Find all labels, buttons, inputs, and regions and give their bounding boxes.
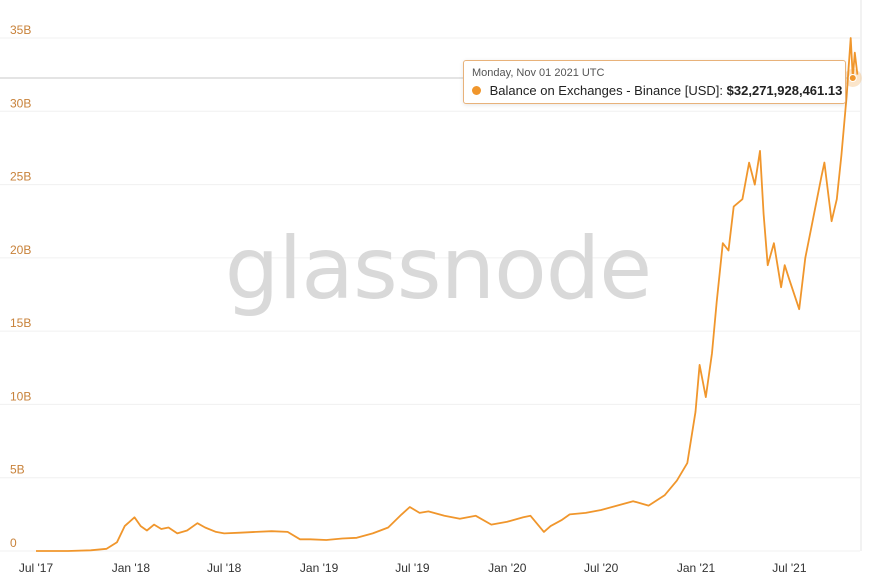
x-tick-label: Jan '20 xyxy=(488,561,527,575)
y-tick-label: 0 xyxy=(10,536,17,550)
x-tick-label: Jul '19 xyxy=(395,561,430,575)
x-tick-label: Jul '17 xyxy=(19,561,54,575)
x-axis: Jul '17 Jan '18 Jul '18 Jan '19 Jul '19 Jan '… xyxy=(19,561,807,575)
tooltip: Monday, Nov 01 2021 UTC Balance on Excha… xyxy=(463,60,846,104)
y-tick-label: 30B xyxy=(10,96,31,110)
tooltip-value: $32,271,928,461.13 xyxy=(726,83,843,98)
series-dot-icon xyxy=(472,86,481,95)
y-tick-label: 15B xyxy=(10,316,31,330)
x-tick-label: Jan '19 xyxy=(300,561,339,575)
x-tick-label: Jan '18 xyxy=(112,561,151,575)
glassnode-watermark: glassnode xyxy=(225,219,651,319)
y-axis: 0 5B 10B 15B 20B 25B 30B 35B xyxy=(10,23,31,550)
y-tick-label: 35B xyxy=(10,23,31,37)
highlight-point[interactable] xyxy=(848,73,857,82)
tooltip-series-label: Balance on Exchanges - Binance [USD]: xyxy=(489,83,724,98)
grid-lines xyxy=(0,37,860,552)
y-tick-label: 10B xyxy=(10,389,31,403)
y-tick-label: 5B xyxy=(10,463,25,477)
y-tick-label: 20B xyxy=(10,243,31,257)
tooltip-date: Monday, Nov 01 2021 UTC xyxy=(472,67,605,79)
x-tick-label: Jul '21 xyxy=(772,561,807,575)
x-tick-label: Jan '21 xyxy=(677,561,716,575)
series-line-binance-balance[interactable] xyxy=(36,37,859,552)
tooltip-series-row: Balance on Exchanges - Binance [USD]: $3… xyxy=(472,82,842,100)
y-tick-label: 25B xyxy=(10,170,31,184)
x-tick-label: Jul '18 xyxy=(207,561,242,575)
x-tick-label: Jul '20 xyxy=(584,561,619,575)
